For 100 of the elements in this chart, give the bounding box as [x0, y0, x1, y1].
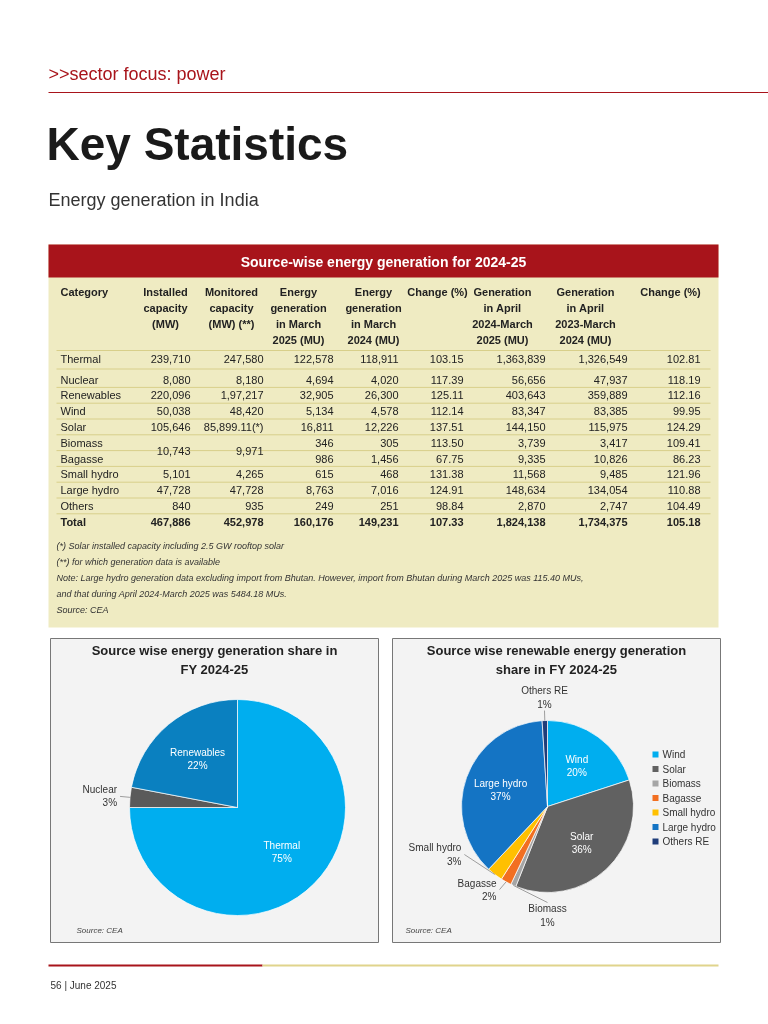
text: (**) for which generation data is available [56, 556, 221, 567]
text: 102.81 [666, 352, 701, 365]
text: 125.11 [430, 389, 464, 402]
text: 8,080 [162, 373, 191, 386]
text: 467,886 [150, 515, 191, 528]
text: 5,101 [162, 468, 191, 481]
text: 109.41 [666, 436, 701, 449]
text: 4,020 [370, 373, 399, 386]
category-label: Large hydro [60, 484, 120, 497]
text: 122,578 [293, 352, 334, 365]
category-label: Bagasse [60, 452, 104, 465]
data-label: 22% [187, 760, 208, 772]
text: 1,734,375 [578, 515, 628, 528]
text: 99.95 [672, 405, 701, 418]
text: 10,826 [593, 452, 628, 465]
text: 8,763 [305, 484, 334, 497]
text: 468 [380, 468, 399, 481]
text: 249 [315, 499, 334, 512]
text: 1,326,549 [578, 352, 628, 365]
text: 986 [315, 452, 334, 465]
text: 47,728 [229, 484, 264, 497]
text: 47,728 [156, 484, 191, 497]
text: 9,335 [517, 452, 546, 465]
text: 144,150 [505, 420, 546, 433]
text: 1,456 [370, 452, 399, 465]
chart-title: Source wise renewable energy generation share in FY 2024-25 [426, 642, 687, 677]
text: 4,265 [235, 468, 264, 481]
text: 1,363,839 [496, 352, 546, 365]
source-note: Source: CEA [76, 926, 123, 935]
data-label: 1% [537, 698, 552, 710]
category-label: Generation in April 2023-March 2024 (MU) [555, 285, 617, 347]
category-label: Thermal [60, 352, 101, 365]
text: 124.29 [666, 420, 701, 433]
text: 935 [245, 499, 264, 512]
text: 10,743 [156, 444, 191, 457]
legend-label: Bagasse [662, 792, 702, 804]
category-label: Total [60, 515, 86, 528]
data-label: 3% [102, 797, 118, 809]
text: 8,180 [235, 373, 264, 386]
slice-label: Solar [569, 830, 594, 842]
text: 48,420 [229, 405, 264, 418]
text: 239,710 [150, 352, 191, 365]
legend-label: Wind [662, 749, 686, 760]
text: 83,385 [593, 405, 628, 418]
text: and that during April 2024-March 2025 was 5484.18 MUs. [56, 588, 287, 599]
text: 220,096 [150, 389, 191, 402]
text: 452,978 [223, 515, 264, 528]
category-label: Renewables [60, 389, 122, 402]
category-label: Biomass [60, 436, 103, 449]
text: Key Statistics [46, 117, 349, 170]
text: 346 [315, 436, 334, 449]
legend-label: Large hydro [662, 821, 717, 833]
text: 12,226 [364, 420, 399, 433]
text: 16,811 [300, 420, 334, 433]
text: 83,347 [511, 405, 546, 418]
text: 840 [172, 499, 191, 512]
text: 305 [380, 436, 399, 449]
data-label: 75% [271, 852, 292, 864]
text: 4,578 [370, 405, 399, 418]
text: 3,739 [517, 436, 546, 449]
text: 359,889 [587, 389, 628, 402]
text: Note: Large hydro generation data excluding import from Bhutan. However, import from Bhutan during March 2025 was 115.40 MUs, [56, 572, 584, 583]
text: 112.16 [667, 389, 701, 402]
text: 86.23 [672, 452, 701, 465]
text: 105.18 [666, 515, 701, 528]
text: 107.33 [429, 515, 464, 528]
slice-label: Wind [565, 754, 589, 766]
category-label: Change (%) [407, 285, 469, 298]
text: 50,038 [156, 405, 191, 418]
text: 148,634 [505, 484, 546, 497]
category-label: Nuclear [60, 373, 99, 386]
text: 85,899.11(*) [203, 420, 264, 433]
text: 47,937 [593, 373, 628, 386]
category-label: Monitored capacity (MW) (**) [204, 285, 259, 330]
slice-label: Large hydro [473, 777, 528, 789]
text: 137.51 [429, 420, 464, 433]
source-note: Source: CEA [405, 926, 452, 935]
text: 1,824,138 [496, 515, 546, 528]
slice-label: Nuclear [82, 784, 118, 796]
slice-label: Small hydro [408, 842, 462, 854]
text: >>sector focus: power [48, 63, 226, 84]
text: 115,975 [588, 420, 628, 433]
text: 9,971 [235, 444, 264, 457]
slice-label: Thermal [263, 839, 301, 851]
category-label: Installed capacity (MW) [143, 285, 189, 330]
data-label: 20% [566, 767, 587, 779]
text: 124.91 [429, 484, 464, 497]
text: (*) Solar installed capacity including 2.5 GW rooftop solar [56, 540, 286, 551]
text: 134,054 [587, 484, 628, 497]
category-label: Generation in April 2024-March 2025 (MU) [472, 285, 534, 347]
category-label: Others [60, 499, 94, 512]
text: 110.88 [667, 484, 701, 497]
text: 149,231 [358, 515, 399, 528]
text: 56 | June 2025 [50, 980, 117, 991]
data-label: 1% [540, 916, 555, 928]
text: 4,694 [305, 373, 334, 386]
text: 247,580 [223, 352, 264, 365]
text: 56,656 [511, 373, 546, 386]
text: 615 [315, 468, 334, 481]
category-label: Category [60, 285, 110, 298]
